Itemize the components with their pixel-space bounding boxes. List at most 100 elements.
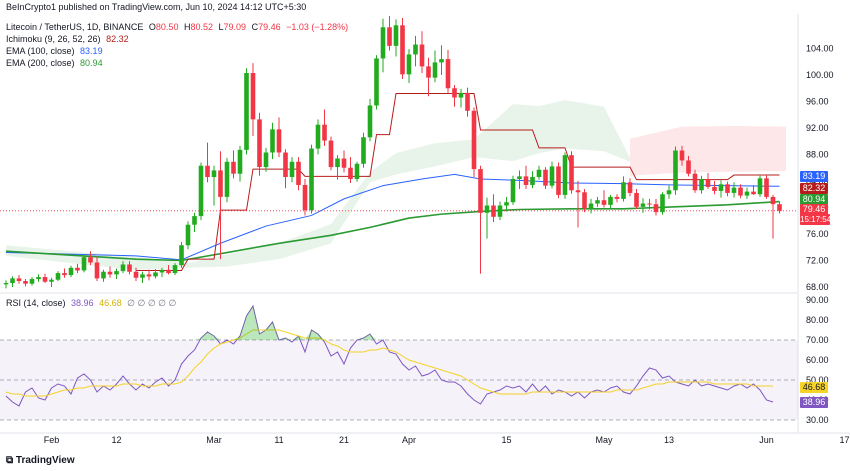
ichimoku-label: Ichimoku (9, 26, 52, 26) xyxy=(6,34,101,44)
candle-body xyxy=(250,73,256,120)
candle-body xyxy=(614,196,620,199)
candle-body xyxy=(686,160,691,174)
price-tick-label: 88.00 xyxy=(806,150,829,160)
candle-body xyxy=(744,191,750,196)
candle-body xyxy=(575,190,581,193)
candle-body xyxy=(374,58,379,106)
candle-body xyxy=(471,110,477,170)
candle-body xyxy=(647,203,652,205)
candle-body xyxy=(302,184,308,211)
price-tick-label: 96.00 xyxy=(806,97,829,107)
candle-body xyxy=(218,170,223,197)
candle-body xyxy=(634,192,639,207)
price-tick-label: 104.00 xyxy=(806,44,834,54)
rsi-tick-label: 60.00 xyxy=(806,355,829,365)
candle-body xyxy=(497,205,503,217)
tradingview-brand[interactable]: ⧉ TradingView xyxy=(6,455,75,466)
rsi-line xyxy=(5,304,774,407)
candle-body xyxy=(224,161,230,197)
candle-body xyxy=(263,152,269,168)
candle-body xyxy=(179,245,184,266)
candle-body xyxy=(751,191,756,195)
candle-body xyxy=(595,200,600,204)
candle-body xyxy=(127,264,132,272)
candle-body xyxy=(523,176,529,185)
ema200-label: EMA (200, close) xyxy=(6,58,75,68)
candle-body xyxy=(777,204,782,211)
candle-body xyxy=(608,196,613,205)
candle-body xyxy=(289,161,295,178)
candle-body xyxy=(504,202,509,206)
candle-body xyxy=(549,166,555,186)
ichimoku-legend[interactable]: Ichimoku (9, 26, 52, 26) 82.32 xyxy=(6,34,129,45)
ichimoku-baseline xyxy=(136,93,780,271)
price-tick-label: 92.00 xyxy=(806,123,829,133)
candle-body xyxy=(452,88,457,98)
ema200-legend[interactable]: EMA (200, close) 80.94 xyxy=(6,58,103,69)
candle-body xyxy=(491,205,496,217)
ichimoku-cloud-bearish xyxy=(630,126,786,176)
candle-body xyxy=(244,73,249,150)
open-value: 80.50 xyxy=(155,22,179,32)
candle-body xyxy=(335,158,340,168)
candle-body xyxy=(510,179,516,203)
price-tick-label: 100.00 xyxy=(806,70,834,80)
low-value: 79.09 xyxy=(223,22,247,32)
candle-body xyxy=(705,179,711,187)
candle-body xyxy=(36,277,41,280)
candle-body xyxy=(458,92,464,98)
candle-body xyxy=(400,25,405,75)
symbol-title: Litecoin / TetherUS, 1D, BINANCE xyxy=(6,22,144,32)
close-label: C xyxy=(251,22,259,32)
price-tick-label: 68.00 xyxy=(806,282,829,292)
rsi-badge: 38.96 xyxy=(800,397,828,408)
candle-body xyxy=(153,272,158,277)
candle-body xyxy=(114,271,119,275)
candle-body xyxy=(640,203,646,207)
rsi-value: 38.96 xyxy=(71,298,94,308)
tradingview-label: TradingView xyxy=(15,455,75,466)
time-tick-label: 12 xyxy=(111,435,121,445)
rsi-tick-label: 90.00 xyxy=(806,295,829,305)
candle-body xyxy=(770,196,776,205)
candle-body xyxy=(101,271,106,279)
candle-body xyxy=(465,92,470,111)
time-tick-label: 21 xyxy=(339,435,349,445)
rsi-ma-badge: 46.68 xyxy=(800,382,828,393)
rsi-legend[interactable]: RSI (14, close) 38.96 46.68 ∅ ∅ ∅ ∅ ∅ xyxy=(6,298,176,309)
candle-body xyxy=(380,27,386,59)
candle-body xyxy=(270,129,275,153)
rsi-overbought-fill xyxy=(194,306,377,340)
candle-body xyxy=(185,224,191,246)
candle-body xyxy=(55,273,61,280)
ema200-badge: 80.94 xyxy=(800,194,828,205)
candle-body xyxy=(757,178,763,195)
time-tick-label: 15 xyxy=(501,435,511,445)
candle-body xyxy=(237,149,243,174)
candle-body xyxy=(556,166,561,195)
rsi-ma-value: 46.68 xyxy=(99,298,122,308)
candle-body xyxy=(673,150,678,191)
candle-body xyxy=(660,194,665,213)
time-tick-label: Mar xyxy=(206,435,222,445)
candle-body xyxy=(393,25,399,46)
candle-body xyxy=(159,269,165,273)
candle-body xyxy=(367,105,373,138)
ema100-legend[interactable]: EMA (100, close) 83.19 xyxy=(6,46,103,57)
rsi-tick-label: 50.00 xyxy=(806,375,829,385)
low-label: L xyxy=(218,22,224,32)
candle-body xyxy=(62,273,67,276)
candle-body xyxy=(88,257,93,263)
candle-body xyxy=(718,184,724,191)
candle-body xyxy=(49,279,54,282)
open-label: O xyxy=(148,22,156,32)
candle-body xyxy=(445,59,451,89)
candle-body xyxy=(172,265,178,274)
symbol-legend[interactable]: Litecoin / TetherUS, 1D, BINANCE O80.50 … xyxy=(6,22,348,33)
countdown-badge: 15:17:54 xyxy=(800,214,832,225)
ema100-value: 83.19 xyxy=(80,46,103,56)
candle-body xyxy=(530,177,535,185)
ema200-value: 80.94 xyxy=(80,58,103,68)
